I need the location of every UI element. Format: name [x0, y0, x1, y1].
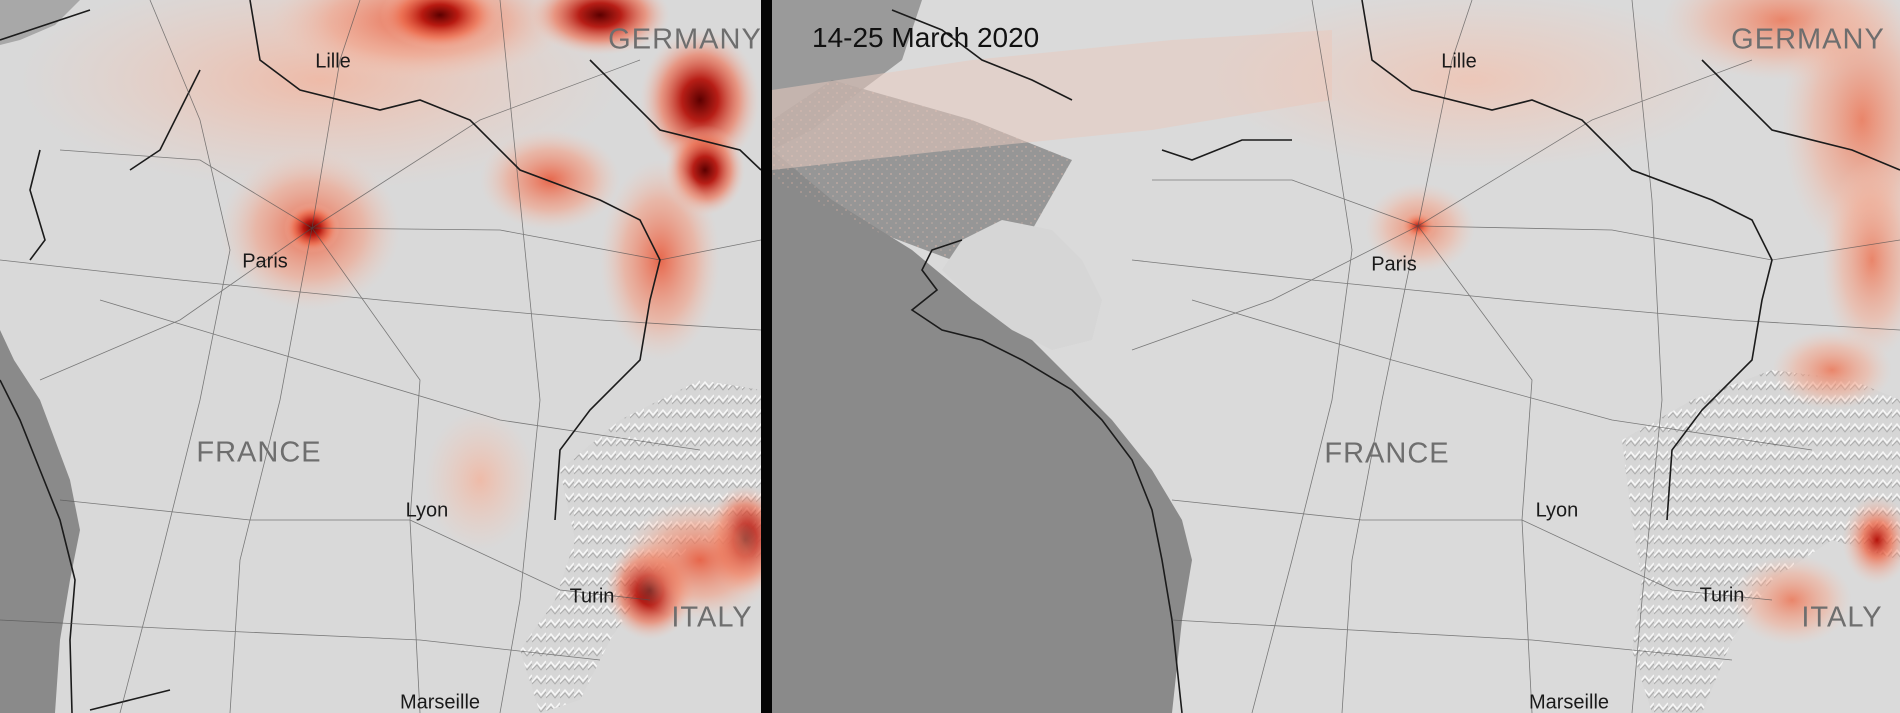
city-label-paris: Paris [242, 250, 288, 273]
city-label-paris: Paris [1371, 253, 1417, 276]
city-label-marseille: Marseille [1528, 691, 1610, 713]
left-map-panel: Lille Paris Lyon Turin Marseille GERMANY… [0, 0, 761, 713]
city-label-lille: Lille [315, 50, 351, 73]
country-label-italy: ITALY [1801, 601, 1883, 634]
city-label-turin: Turin [1699, 584, 1745, 607]
date-label: 14-25 March 2020 [812, 22, 1040, 53]
country-label-france: FRANCE [1324, 437, 1450, 470]
right-map-graphic [772, 0, 1900, 713]
city-label-marseille: Marseille [399, 691, 481, 713]
left-map-graphic [0, 0, 761, 713]
city-label-lille: Lille [1441, 50, 1477, 73]
city-label-lyon: Lyon [405, 499, 449, 522]
country-label-france: FRANCE [196, 436, 322, 469]
city-label-turin: Turin [569, 585, 615, 608]
right-map-panel: 14-25 March 2020 Lille Paris Lyon Turin … [772, 0, 1900, 713]
country-label-italy: ITALY [671, 601, 753, 634]
city-label-lyon: Lyon [1535, 499, 1579, 522]
country-label-germany: GERMANY [1731, 23, 1885, 56]
country-label-germany: GERMANY [608, 23, 761, 56]
panel-divider [761, 0, 772, 713]
